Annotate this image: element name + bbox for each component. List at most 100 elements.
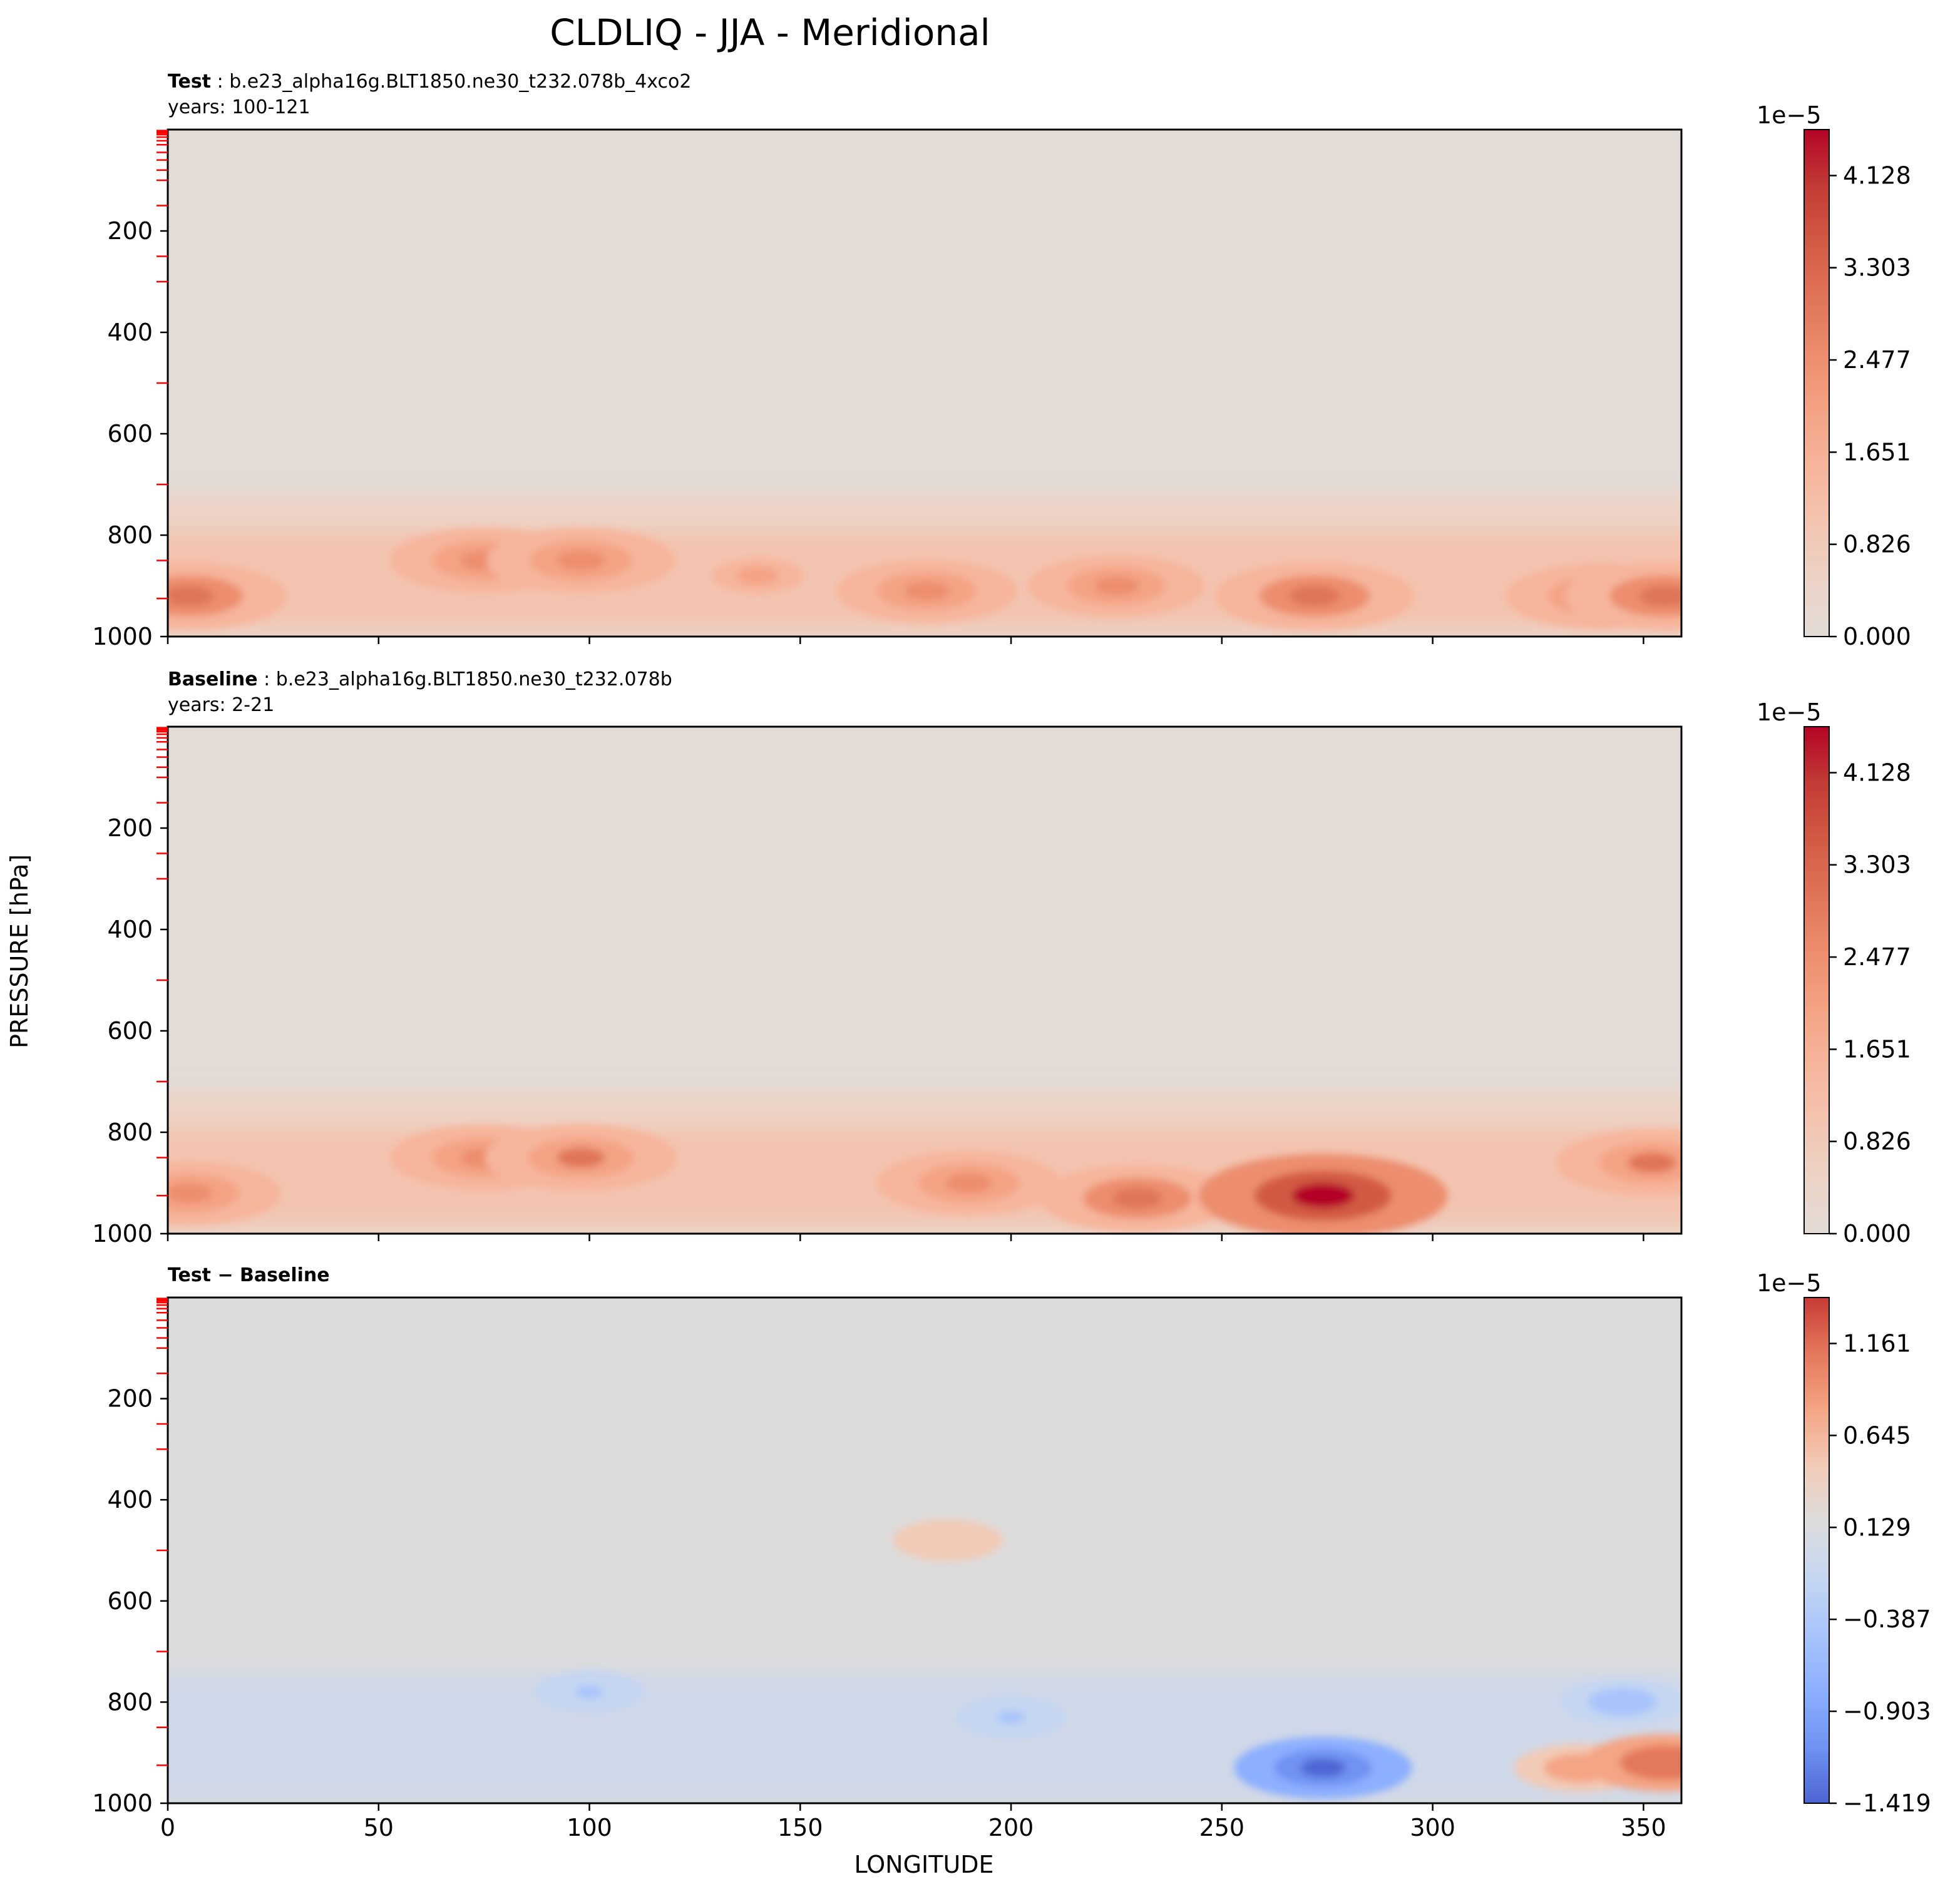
y-tick-label: 1000 [92, 623, 153, 650]
panel-baseline-years: years: 2-21 [168, 694, 274, 716]
y-tick-label: 1000 [92, 1789, 153, 1817]
contour-features [168, 528, 1681, 631]
panel-difference: Test − Baseline 200 400 600 800 1000 0 50 100 15… [92, 1264, 1931, 1841]
x-tick-label: 350 [1621, 1814, 1666, 1841]
colorbar-tick-label: −1.419 [1843, 1789, 1931, 1817]
y-tick-label: 800 [107, 521, 153, 549]
contour-feature-core [1639, 585, 1681, 607]
contour-feature-core [904, 581, 950, 601]
x-tick-label: 300 [1410, 1814, 1455, 1841]
colorbar-tick-label: 3.303 [1843, 851, 1911, 879]
panel-baseline-label-rest: : b.e23_alpha16g.BLT1850.ne30_t232.078b [258, 668, 672, 690]
panel-test-label-bold: Test [168, 71, 211, 93]
contour-feature-core [1628, 1152, 1676, 1173]
panel-baseline-label-bold: Baseline [168, 668, 258, 690]
colorbar-fill [1804, 129, 1830, 637]
colorbar-tick-label: 0.000 [1843, 623, 1911, 650]
colorbar-tick-label: 0.645 [1843, 1421, 1911, 1449]
y-tick-label: 600 [107, 1587, 153, 1615]
contour-feature-core [557, 550, 605, 571]
panel-baseline-label: Baseline : b.e23_alpha16g.BLT1850.ne30_t… [168, 668, 672, 690]
panel-baseline: Baseline : b.e23_alpha16g.BLT1850.ne30_t… [92, 668, 1911, 1247]
level-fence-ticks [156, 130, 168, 600]
colorbar-fill [1804, 1297, 1830, 1804]
colorbar-multiplier: 1e−5 [1757, 101, 1822, 129]
contour-feature-core [997, 1711, 1025, 1724]
y-tick-label: 400 [107, 916, 153, 943]
contour-feature-core [1290, 585, 1340, 607]
colorbar-tick-label: 0.826 [1843, 531, 1911, 558]
y-tick-label: 400 [107, 319, 153, 346]
colorbar-tick-label: −0.903 [1843, 1697, 1931, 1725]
y-tick-label: 800 [107, 1688, 153, 1716]
colorbar-baseline: 1e−5 0.000 0.826 1.651 2.477 3.303 4.128 [1757, 699, 1911, 1247]
y-tick-label: 600 [107, 420, 153, 448]
colorbar-tick-label: 1.161 [1843, 1329, 1911, 1357]
x-tick-label: 50 [364, 1814, 394, 1841]
y-tick-label: 200 [107, 1385, 153, 1413]
contour-feature-core [934, 1533, 962, 1547]
x-tick-label: 250 [1199, 1814, 1245, 1841]
y-tick-label: 800 [107, 1118, 153, 1146]
colorbar-tick-label: 0.129 [1843, 1513, 1911, 1541]
contour-feature-core [945, 1173, 992, 1193]
x-tick-label: 150 [777, 1814, 823, 1841]
panel-difference-label-bold: Test − Baseline [168, 1264, 330, 1286]
level-fence-ticks [156, 1298, 168, 1766]
panel-test-label: Test : b.e23_alpha16g.BLT1850.ne30_t232.… [168, 71, 691, 93]
colorbar-tick-label: 4.128 [1843, 759, 1911, 787]
contour-field [168, 1298, 1681, 1803]
colorbar-tick-label: −0.387 [1843, 1605, 1931, 1633]
contour-feature-core [1112, 1188, 1162, 1209]
contour-features [168, 1124, 1681, 1234]
colorbar-tick-label: 1.651 [1843, 438, 1911, 466]
plot-area-difference: 200 400 600 800 1000 0 50 100 150 200 250 300 350 [92, 1296, 1683, 1841]
contour-feature-core [1094, 576, 1139, 595]
plot-area-baseline: 200 400 600 800 1000 [92, 725, 1683, 1247]
colorbar-tick-label: 0.000 [1843, 1220, 1911, 1247]
y-axis-label: PRESSURE [hPa] [6, 854, 33, 1048]
colorbar-tick-label: 1.651 [1843, 1035, 1911, 1063]
contour-feature-core [1644, 1754, 1681, 1772]
colorbar-test: 1e−5 0.000 0.826 1.651 2.477 3.303 4.128 [1757, 101, 1911, 650]
colorbar-multiplier: 1e−5 [1757, 699, 1822, 726]
y-tick-label: 400 [107, 1486, 153, 1513]
y-tick-label: 200 [107, 814, 153, 842]
y-tick-label: 1000 [92, 1220, 153, 1247]
contour-feature-core [1606, 1695, 1638, 1709]
y-tick-label: 600 [107, 1017, 153, 1045]
level-fence-ticks [156, 727, 168, 1197]
y-tick-label: 200 [107, 217, 153, 245]
contour-field [168, 727, 1681, 1234]
x-axis-label: LONGITUDE [854, 1851, 993, 1878]
figure-title: CLDLIQ - JJA - Meridional [550, 11, 990, 54]
contour-feature-core [736, 566, 779, 585]
panel-test-label-rest: : b.e23_alpha16g.BLT1850.ne30_t232.078b_… [211, 71, 691, 93]
x-tick-label: 100 [567, 1814, 612, 1841]
panel-difference-label: Test − Baseline [168, 1264, 330, 1286]
contour-feature-core [168, 585, 213, 607]
colorbar-fill [1804, 726, 1830, 1234]
colorbar-tick-label: 3.303 [1843, 254, 1911, 282]
plot-area-test: 200 400 600 800 1000 [92, 128, 1683, 650]
contour-feature-core [557, 1147, 605, 1168]
x-tick-label: 0 [160, 1814, 175, 1841]
contour-feature-core [575, 1686, 603, 1699]
colorbar-multiplier: 1e−5 [1757, 1269, 1822, 1297]
contour-features [534, 1519, 1681, 1799]
diff-band [168, 1671, 1681, 1803]
contour-feature-core [168, 1183, 212, 1203]
colorbar-tick-label: 2.477 [1843, 346, 1911, 374]
panel-test: Test : b.e23_alpha16g.BLT1850.ne30_t232.… [92, 71, 1911, 650]
diff-neg-band [168, 1671, 1681, 1803]
contour-field [168, 130, 1681, 637]
panel-test-years: years: 100-121 [168, 96, 310, 118]
colorbar-tick-label: 2.477 [1843, 943, 1911, 971]
colorbar-tick-label: 0.826 [1843, 1128, 1911, 1155]
colorbar-tick-label: 4.128 [1843, 162, 1911, 190]
x-tick-label: 200 [988, 1814, 1034, 1841]
colorbar-difference: 1e−5 −1.419 −0.903 −0.387 0.129 0.645 1.161 [1757, 1269, 1931, 1817]
contour-feature-core [1300, 1758, 1345, 1778]
contour-feature-core [1291, 1183, 1355, 1209]
